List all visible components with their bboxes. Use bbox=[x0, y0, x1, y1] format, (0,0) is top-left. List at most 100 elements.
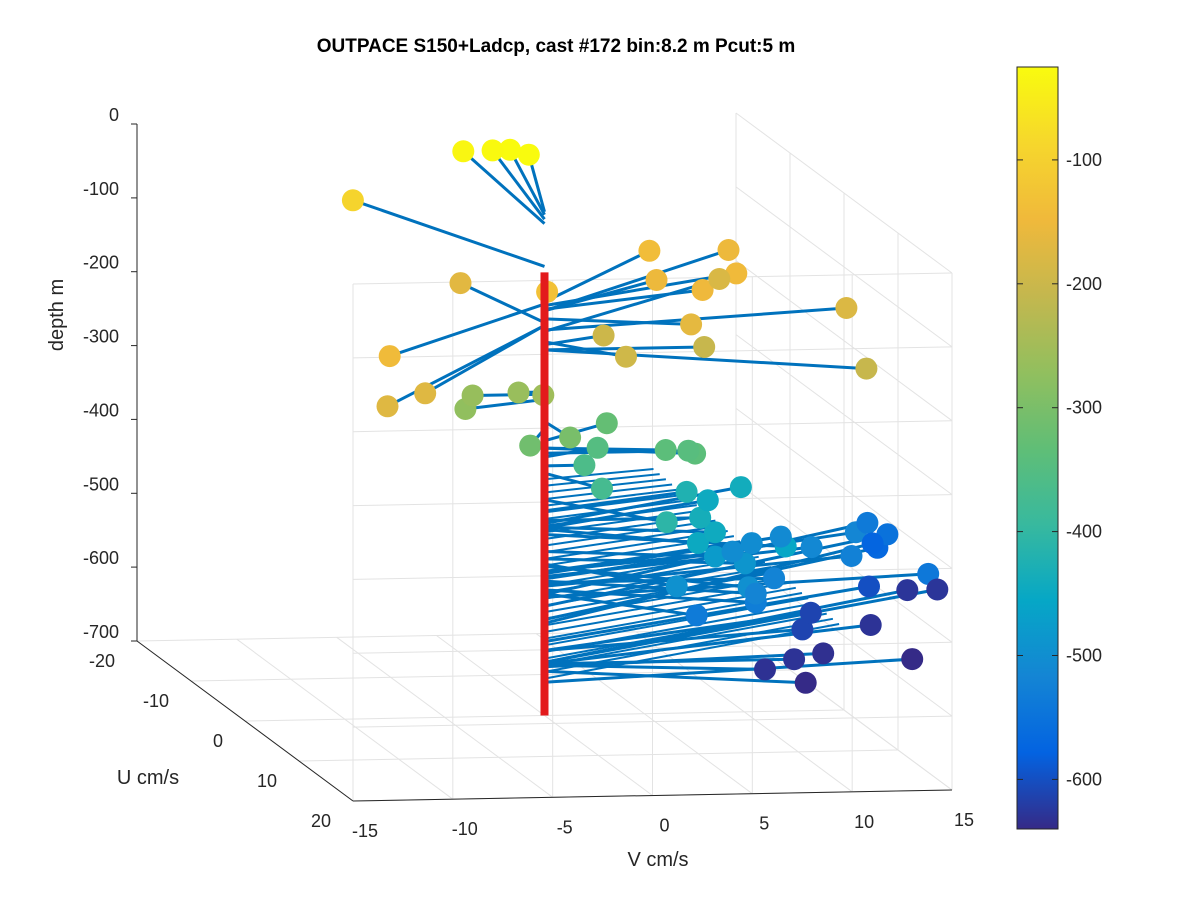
velocity-point bbox=[461, 384, 484, 407]
colorbar-gradient bbox=[1016, 66, 1059, 830]
grid-lines bbox=[136, 112, 953, 802]
colorbar-tick-label: -100 bbox=[1066, 150, 1102, 170]
velocity-point bbox=[675, 480, 698, 503]
velocity-point bbox=[704, 521, 726, 544]
z-tick-label: -700 bbox=[83, 622, 119, 642]
velocity-point bbox=[754, 658, 776, 681]
velocity-point bbox=[744, 582, 767, 605]
velocity-point bbox=[680, 313, 703, 336]
data-layer bbox=[341, 138, 949, 716]
velocity-point bbox=[654, 439, 677, 461]
velocity-point bbox=[763, 567, 786, 590]
velocity-stick bbox=[389, 302, 545, 358]
x-tick-label: -10 bbox=[452, 819, 478, 839]
velocity-point bbox=[799, 601, 822, 624]
velocity-point bbox=[507, 381, 530, 404]
velocity-point bbox=[677, 439, 700, 462]
z-axis-label: depth m bbox=[46, 279, 68, 351]
velocity-point bbox=[665, 575, 688, 598]
velocity-point bbox=[414, 382, 437, 405]
grid-line bbox=[735, 260, 953, 422]
velocity-point bbox=[519, 434, 542, 457]
velocity-stick bbox=[544, 468, 654, 481]
velocity-stick bbox=[544, 623, 840, 680]
velocity-point bbox=[901, 648, 924, 671]
velocity-stick bbox=[424, 324, 546, 395]
velocity-point bbox=[708, 268, 731, 290]
velocity-stick bbox=[544, 519, 716, 547]
velocity-stick bbox=[544, 566, 772, 607]
velocity-point bbox=[376, 395, 399, 418]
velocity-point bbox=[812, 642, 835, 665]
grid-line bbox=[136, 629, 737, 642]
velocity-stick bbox=[352, 198, 545, 268]
z-tick-label: -300 bbox=[83, 327, 119, 347]
x-tick-label: -5 bbox=[557, 817, 573, 837]
velocity-stick bbox=[544, 504, 697, 527]
velocity-point bbox=[696, 489, 719, 512]
velocity-stick bbox=[544, 669, 806, 685]
grid-line bbox=[352, 494, 953, 507]
velocity-point bbox=[855, 357, 878, 380]
velocity-point bbox=[835, 297, 858, 319]
velocity-stick bbox=[508, 149, 546, 216]
velocity-points bbox=[341, 138, 949, 694]
y-axis-line bbox=[136, 640, 354, 802]
velocity-stick bbox=[544, 524, 722, 554]
velocity-point bbox=[861, 532, 884, 555]
grid-line bbox=[735, 186, 953, 348]
axes-box bbox=[136, 124, 953, 802]
velocity-point bbox=[794, 671, 817, 694]
tick-labels: 0-100-200-300-400-500-600-700-20-1001020… bbox=[83, 105, 974, 841]
velocity-point bbox=[840, 545, 863, 567]
grid-line bbox=[352, 420, 953, 433]
velocity-point bbox=[859, 614, 882, 636]
x-tick-label: 5 bbox=[759, 814, 769, 834]
grid-line bbox=[298, 749, 899, 762]
x-tick-label: -15 bbox=[352, 821, 378, 841]
velocity-point bbox=[856, 511, 879, 534]
velocity-stick bbox=[544, 509, 704, 534]
velocity-point bbox=[729, 476, 752, 499]
x-axis-line bbox=[352, 789, 953, 802]
velocity-point bbox=[615, 345, 637, 368]
velocity-sticks bbox=[352, 149, 938, 685]
velocity-point bbox=[573, 454, 596, 477]
velocity-stick bbox=[544, 623, 871, 666]
colorbar-tick-label: -500 bbox=[1066, 646, 1102, 666]
velocity-stick bbox=[544, 499, 691, 520]
velocity-stick bbox=[491, 149, 546, 221]
velocity-point bbox=[481, 139, 504, 162]
velocity-stick bbox=[544, 561, 766, 600]
velocity-point bbox=[725, 262, 748, 285]
velocity-point bbox=[449, 272, 472, 295]
grid-line bbox=[735, 334, 953, 496]
velocity-point bbox=[685, 604, 708, 627]
z-tick-label: -500 bbox=[83, 474, 119, 494]
velocity-stick bbox=[544, 490, 687, 513]
x-tick-label: 10 bbox=[854, 812, 874, 832]
velocity-stick bbox=[465, 397, 545, 411]
grid-line bbox=[735, 112, 953, 274]
velocity-stick bbox=[544, 277, 720, 333]
velocity-point bbox=[595, 412, 618, 435]
velocity-stick bbox=[544, 657, 913, 684]
chart-title: OUTPACE S150+Ladcp, cast #172 bin:8.2 m … bbox=[317, 36, 796, 57]
z-tick-label: -100 bbox=[83, 179, 119, 199]
velocity-point bbox=[693, 336, 716, 358]
grid-line bbox=[352, 641, 953, 654]
velocity-point bbox=[800, 536, 823, 559]
velocity-point bbox=[592, 324, 615, 347]
velocity-point bbox=[638, 239, 661, 262]
colorbar-tick-label: -200 bbox=[1066, 274, 1102, 294]
velocity-point bbox=[686, 532, 709, 554]
velocity-point bbox=[858, 575, 880, 598]
x-axis-label: V cm/s bbox=[627, 849, 688, 871]
x-tick-label: 15 bbox=[954, 810, 974, 830]
velocity-stick bbox=[544, 527, 699, 545]
grid-line bbox=[735, 407, 953, 569]
velocity-point bbox=[452, 140, 475, 163]
velocity-stick bbox=[459, 281, 546, 324]
velocity-point bbox=[655, 511, 678, 534]
velocity-point bbox=[691, 279, 714, 301]
